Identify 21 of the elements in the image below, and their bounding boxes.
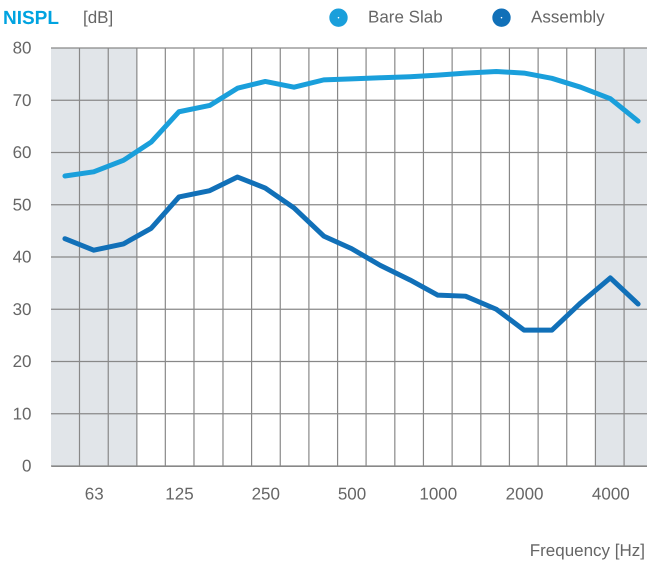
y-tick-label: 60 xyxy=(12,143,32,162)
x-tick-label: 2000 xyxy=(506,484,544,504)
legend-label: Bare Slab xyxy=(368,8,443,27)
x-tick-label: 63 xyxy=(84,484,104,504)
x-tick-label: 4000 xyxy=(592,484,630,504)
y-tick-label: 70 xyxy=(12,90,32,110)
y-tick-label: 30 xyxy=(12,300,32,319)
x-tick-label: 1000 xyxy=(419,484,458,504)
y-tick-label: 80 xyxy=(12,38,32,58)
legend-label: Assembly xyxy=(531,8,606,27)
chart-title: NISPL xyxy=(3,8,60,29)
y-tick-label: 0 xyxy=(22,456,32,476)
x-tick-label: 500 xyxy=(338,484,366,504)
x-tick-label: 250 xyxy=(252,484,280,504)
y-tick-label: 50 xyxy=(12,195,32,214)
y-tick-label: 40 xyxy=(12,248,32,266)
x-tick-label: 125 xyxy=(165,484,194,504)
y-tick-label: 20 xyxy=(12,352,32,371)
y-tick-label: 10 xyxy=(12,404,32,424)
y-axis-title: [dB] xyxy=(83,8,114,27)
x-axis-title: Frequency [Hz] xyxy=(530,541,645,560)
